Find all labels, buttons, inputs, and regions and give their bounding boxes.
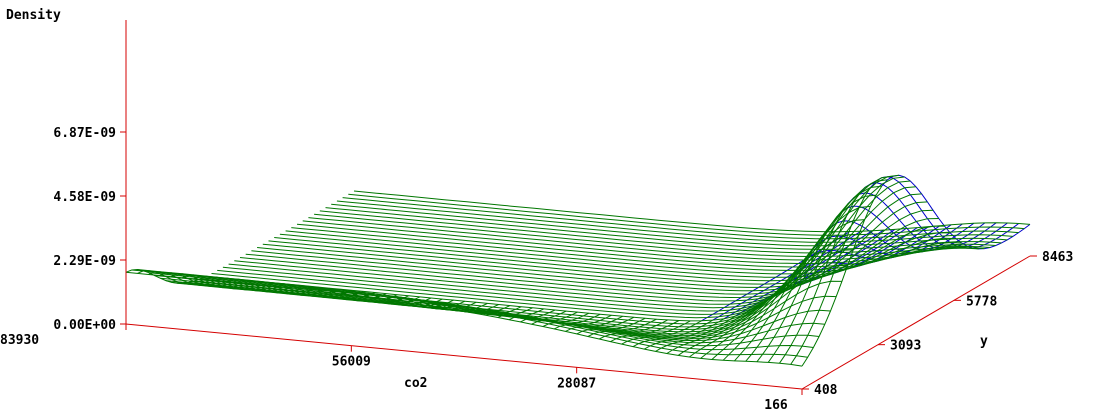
mesh-line-y-front [486, 310, 567, 321]
x-tick-label: 56009 [332, 355, 371, 370]
mesh-line-y-front [790, 187, 871, 365]
mesh-line-y-front [756, 216, 838, 363]
chart-axes [125, 20, 1031, 390]
mesh-line-y-front [779, 193, 860, 364]
mesh-line-y-front [576, 318, 657, 335]
mesh-line-y-front [125, 268, 207, 284]
mesh-line-y-front [430, 302, 511, 314]
mesh-line-x [342, 197, 1019, 240]
mesh-line-y-front [351, 291, 432, 306]
mesh-line-x [302, 220, 979, 264]
y-axis-title: y [980, 334, 988, 349]
z-axis-ticks: 0.00E+00 2.29E-09 4.58E-09 6.87E-09 [53, 126, 126, 333]
x-axis-ticks: 83930 56009 28087 166 [0, 324, 803, 409]
y-tick-label: 8463 [1042, 250, 1073, 265]
mesh-line-y-front [508, 312, 590, 323]
z-tick-label: 6.87E-09 [53, 126, 116, 141]
mesh-line-x [325, 207, 1002, 250]
mesh-line-x [319, 210, 996, 254]
mesh-line-y-front [565, 317, 646, 332]
mesh-line-y-front [700, 288, 781, 359]
mesh-line-y-front [452, 305, 533, 317]
mesh-line-y-front [655, 315, 736, 352]
z-tick-label: 4.58E-09 [53, 190, 116, 205]
mesh-line-y-front [159, 272, 240, 287]
mesh-line-y-front [610, 320, 691, 343]
mesh-line-y-front [677, 305, 759, 356]
y-tick-label: 3093 [890, 339, 921, 354]
mesh-line-y-front [193, 275, 274, 291]
mesh-line-x [251, 201, 928, 295]
mesh-line-y-front [170, 273, 252, 289]
mesh-line-x [205, 185, 882, 322]
mesh-line-y-front [632, 319, 714, 348]
x-axis-line [125, 323, 803, 390]
x-tick-label: 166 [764, 398, 788, 409]
mesh-line-y-front [396, 297, 477, 311]
mesh-line-x [308, 217, 985, 261]
mesh-line-x [257, 209, 934, 292]
mesh-line-y-front [767, 203, 849, 363]
x-axis-title: co2 [404, 376, 427, 391]
z-tick-label: 2.29E-09 [53, 254, 116, 269]
mesh-line-y-front [801, 185, 883, 367]
mesh-line-y-front [621, 320, 702, 345]
mesh-line-y-front [148, 271, 229, 286]
x-tick-label: 83930 [0, 333, 39, 348]
mesh-line-y-front [745, 231, 826, 362]
mesh-line-y-front [711, 276, 793, 360]
mesh-line-y-front [734, 247, 815, 362]
mesh-line-y-back [881, 174, 1031, 250]
y-tick-label: 408 [814, 383, 838, 398]
mesh-line-y-front [587, 319, 668, 337]
mesh-line-y-front [441, 304, 522, 316]
mesh-line-y-front [598, 320, 680, 340]
mesh-line-x [285, 230, 962, 275]
mesh-line-y-front [215, 277, 297, 293]
mesh-line-y-front [497, 311, 578, 322]
mesh-line-y-front [373, 294, 454, 309]
x-tick-label: 28087 [557, 376, 596, 391]
y-axis-line [801, 255, 1031, 390]
z-axis-title: Density [6, 8, 61, 23]
mesh-line-x [314, 213, 991, 258]
mesh-line-x [279, 233, 956, 278]
mesh-line-x [348, 193, 1025, 236]
mesh-line-x [296, 223, 974, 268]
mesh-line-x [274, 232, 951, 282]
mesh-line-y-front [689, 298, 770, 358]
mesh-line-y-front [666, 311, 747, 354]
mesh-line-y-front [463, 307, 545, 318]
mesh-line-x [331, 203, 1008, 247]
mesh-line-y-front [722, 262, 804, 361]
surface-mesh [125, 174, 1031, 367]
mesh-line-y-front [362, 293, 443, 307]
mesh-line-x [353, 190, 1031, 233]
mesh-line-y-front [384, 296, 466, 310]
mesh-line-y-front [644, 318, 725, 350]
mesh-line-y-front [182, 274, 263, 290]
z-tick-label: 0.00E+00 [53, 318, 116, 333]
mesh-line-x [291, 227, 968, 271]
y-axis-ticks: 408 3093 5778 8463 [802, 250, 1073, 398]
mesh-line-y-front [137, 270, 218, 285]
mesh-line-y-front [204, 276, 285, 292]
y-tick-label: 5778 [966, 294, 997, 309]
mesh-line-x [234, 180, 911, 305]
mesh-line-x [336, 200, 1013, 243]
